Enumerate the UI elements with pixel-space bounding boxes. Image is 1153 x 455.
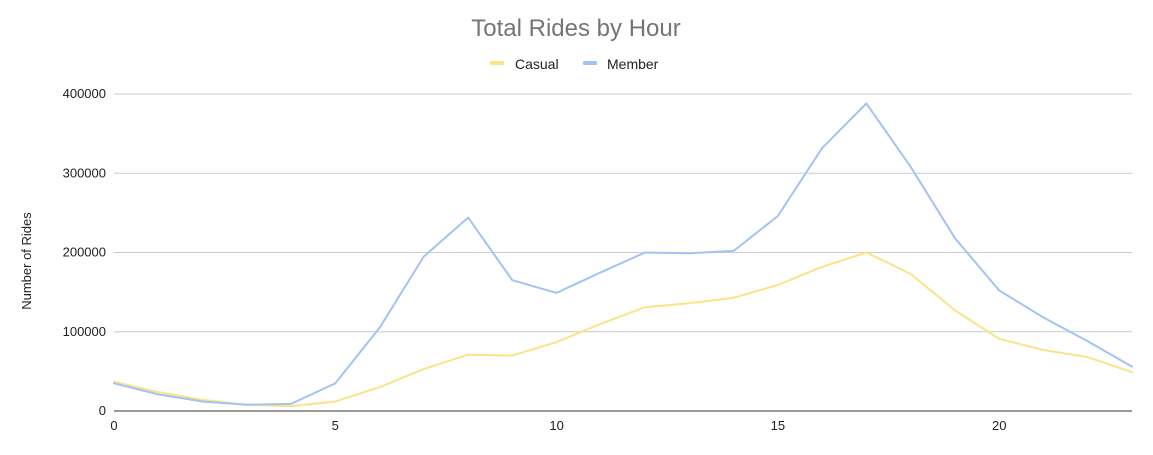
x-tick-label: 5	[332, 418, 339, 433]
legend-label-casual: Casual	[515, 56, 559, 72]
x-tick-label: 10	[549, 418, 563, 433]
y-axis-label: Number of Rides	[19, 212, 34, 310]
y-tick-label: 0	[99, 403, 106, 418]
y-tick-label: 200000	[63, 245, 106, 260]
legend-swatch-casual	[490, 61, 504, 65]
legend: Casual Member	[490, 56, 659, 72]
x-tick-labels: 0 5 10 15 20	[110, 418, 1006, 433]
x-tick-label: 20	[992, 418, 1006, 433]
series-lines	[113, 102, 1133, 408]
x-tick-label: 15	[771, 418, 785, 433]
y-tick-labels: 0 100000 200000 300000 400000	[63, 86, 106, 418]
y-tick-label: 100000	[63, 324, 106, 339]
y-tick-label: 300000	[63, 165, 106, 180]
gridlines	[114, 93, 1132, 333]
legend-label-member: Member	[607, 56, 659, 72]
series-line-member	[113, 102, 1133, 406]
y-tick-label: 400000	[63, 86, 106, 101]
series-line-casual	[113, 251, 1133, 408]
chart-title: Total Rides by Hour	[471, 15, 680, 42]
legend-swatch-member	[583, 61, 597, 65]
x-tick-label: 0	[110, 418, 117, 433]
